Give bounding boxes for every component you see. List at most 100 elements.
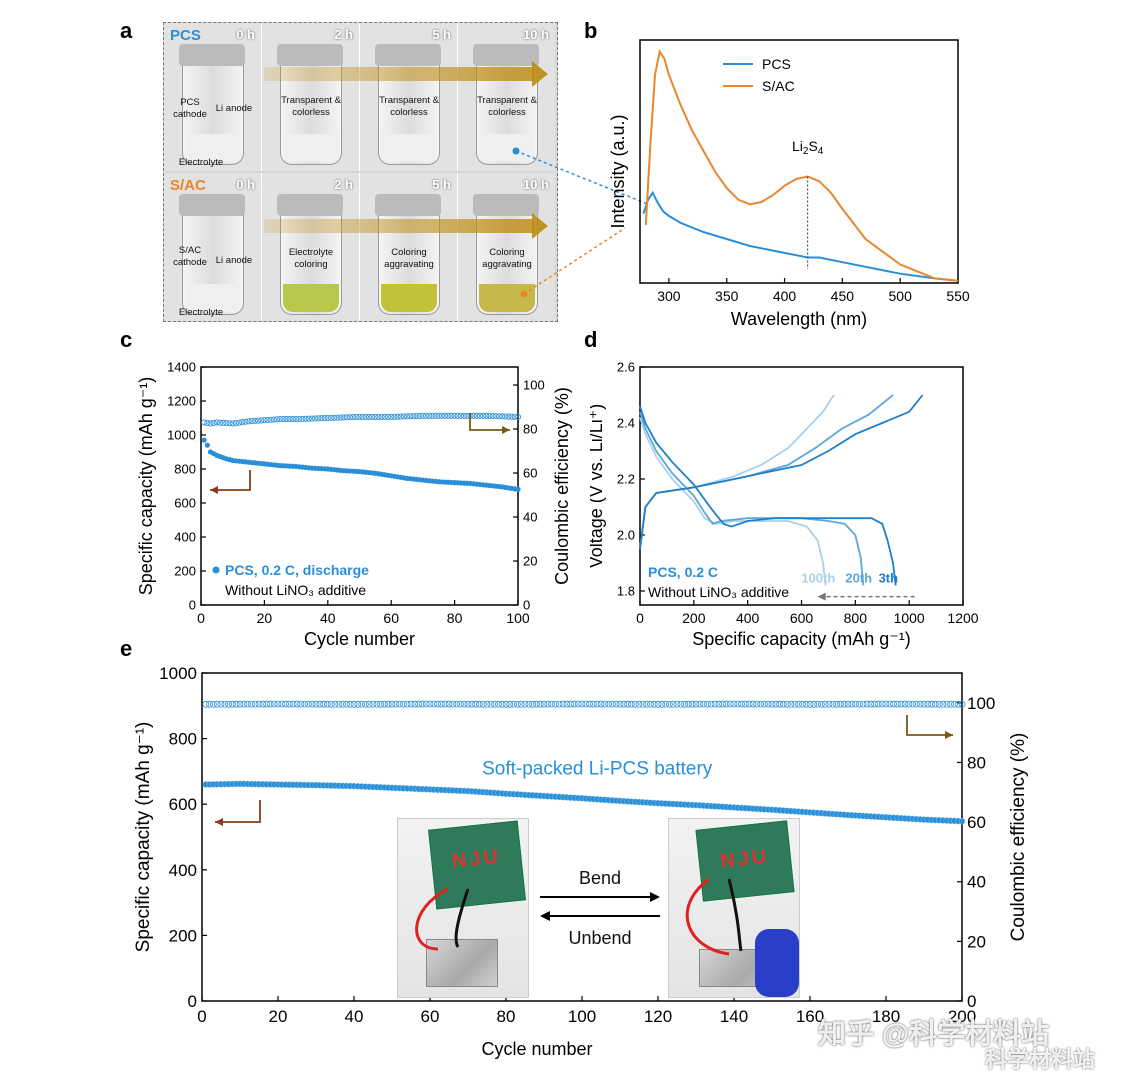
y-tick-label: 800 <box>174 462 196 477</box>
efficiency-point <box>318 415 325 422</box>
efficiency-point <box>688 700 696 708</box>
bend-arrow-head <box>650 892 660 902</box>
efficiency-point <box>681 700 688 708</box>
efficiency-point <box>742 700 749 708</box>
efficiency-point <box>692 700 700 708</box>
efficiency-point <box>473 412 480 419</box>
efficiency-point <box>221 700 229 708</box>
efficiency-point <box>204 419 211 426</box>
efficiency-point <box>251 700 259 708</box>
efficiency-point <box>639 700 647 708</box>
electrolyte <box>283 284 339 312</box>
efficiency-point <box>570 700 578 708</box>
efficiency-point <box>489 412 496 420</box>
watermark-sub: 科学材料站 <box>985 1047 1096 1072</box>
y-axis-label: Intensity (a.u.) <box>608 114 628 228</box>
y-axis-label: Specific capacity (mAh g⁻¹) <box>133 722 154 953</box>
efficiency-point <box>597 700 605 708</box>
time-label: 0 h <box>236 177 255 192</box>
efficiency-point <box>413 412 420 420</box>
efficiency-point <box>511 413 518 420</box>
efficiency-point <box>423 412 430 419</box>
efficiency-point <box>715 700 723 708</box>
chart-title: Soft-packed Li-PCS battery <box>482 759 713 780</box>
efficiency-point <box>616 700 624 708</box>
photo-cell: S/AC 0 h S/AC cathode Li anode Electroly… <box>164 173 262 321</box>
efficiency-point <box>353 413 360 421</box>
y-tick-label: 600 <box>169 795 197 814</box>
axis-pointer-right-head <box>502 426 510 434</box>
efficiency-point <box>761 700 768 708</box>
unbend-arrow-head <box>540 911 550 921</box>
efficiency-point <box>502 413 509 420</box>
efficiency-point <box>475 700 483 708</box>
efficiency-point <box>776 700 783 708</box>
y-tick-label: 800 <box>169 730 197 749</box>
efficiency-point <box>457 412 464 419</box>
x-tick-label: 20 <box>257 610 273 626</box>
efficiency-point <box>445 412 452 419</box>
efficiency-point <box>248 700 255 708</box>
efficiency-point <box>859 700 867 708</box>
efficiency-point <box>335 700 343 708</box>
efficiency-point <box>216 419 224 426</box>
annotation-label: Li2S4 <box>792 138 824 157</box>
efficiency-point <box>677 700 685 708</box>
efficiency-point <box>365 700 373 708</box>
efficiency-point <box>958 700 966 708</box>
x-tick-label: 500 <box>889 288 913 304</box>
efficiency-point <box>342 700 350 708</box>
x-tick-label: 550 <box>946 288 970 304</box>
efficiency-point <box>669 700 677 708</box>
y-axis-label: Voltage (V vs. Li/Li⁺) <box>590 404 606 569</box>
axis-pointer-left <box>210 470 251 491</box>
efficiency-point <box>437 700 445 708</box>
x-tick-label: 100 <box>568 1007 596 1026</box>
efficiency-point <box>316 700 324 708</box>
x-tick-label: 80 <box>497 1007 516 1026</box>
x-tick-label: 800 <box>844 610 868 626</box>
inset-photo-bent: NJU <box>668 818 800 998</box>
bend-label: Bend <box>578 868 622 888</box>
efficiency-point <box>461 412 468 419</box>
efficiency-point <box>251 417 258 424</box>
y-tick-label: 200 <box>169 926 197 945</box>
bend-arrows <box>540 892 660 921</box>
y-tick-label: 0 <box>188 992 197 1011</box>
efficiency-point <box>495 413 503 420</box>
efficiency-point <box>514 413 522 420</box>
y-tick-label: 200 <box>174 564 196 579</box>
efficiency-point <box>229 420 236 427</box>
efficiency-point <box>491 700 499 708</box>
connector-sac <box>523 227 626 295</box>
plot-frame <box>200 366 519 606</box>
efficiency-point <box>913 700 920 708</box>
efficiency-point <box>825 700 833 708</box>
efficiency-point <box>806 700 814 708</box>
efficiency-point <box>270 700 278 708</box>
efficiency-point <box>483 700 491 708</box>
efficiency-point <box>255 417 262 424</box>
efficiency-point <box>650 700 658 708</box>
efficiency-point <box>242 418 249 425</box>
efficiency-point <box>274 700 282 708</box>
efficiency-point <box>245 418 252 425</box>
efficiency-point <box>359 413 366 420</box>
efficiency-point <box>666 700 673 708</box>
legend-swatch <box>212 566 220 574</box>
efficiency-point <box>410 413 417 420</box>
efficiency-point <box>901 700 909 708</box>
y-tick-label: 0 <box>189 598 196 613</box>
efficiency-point <box>411 700 419 708</box>
efficiency-point <box>502 700 510 708</box>
axis-pointer-right <box>469 413 510 431</box>
efficiency-point <box>821 700 829 708</box>
efficiency-point <box>432 412 439 419</box>
efficiency-point <box>795 700 802 708</box>
chart-e: 0 20 40 60 80 100 120 140 160 180 2000200400600800… <box>133 664 1029 1059</box>
efficiency-point <box>589 700 597 708</box>
efficiency-point <box>232 420 239 427</box>
efficiency-point <box>905 700 913 708</box>
efficiency-point <box>396 700 404 708</box>
